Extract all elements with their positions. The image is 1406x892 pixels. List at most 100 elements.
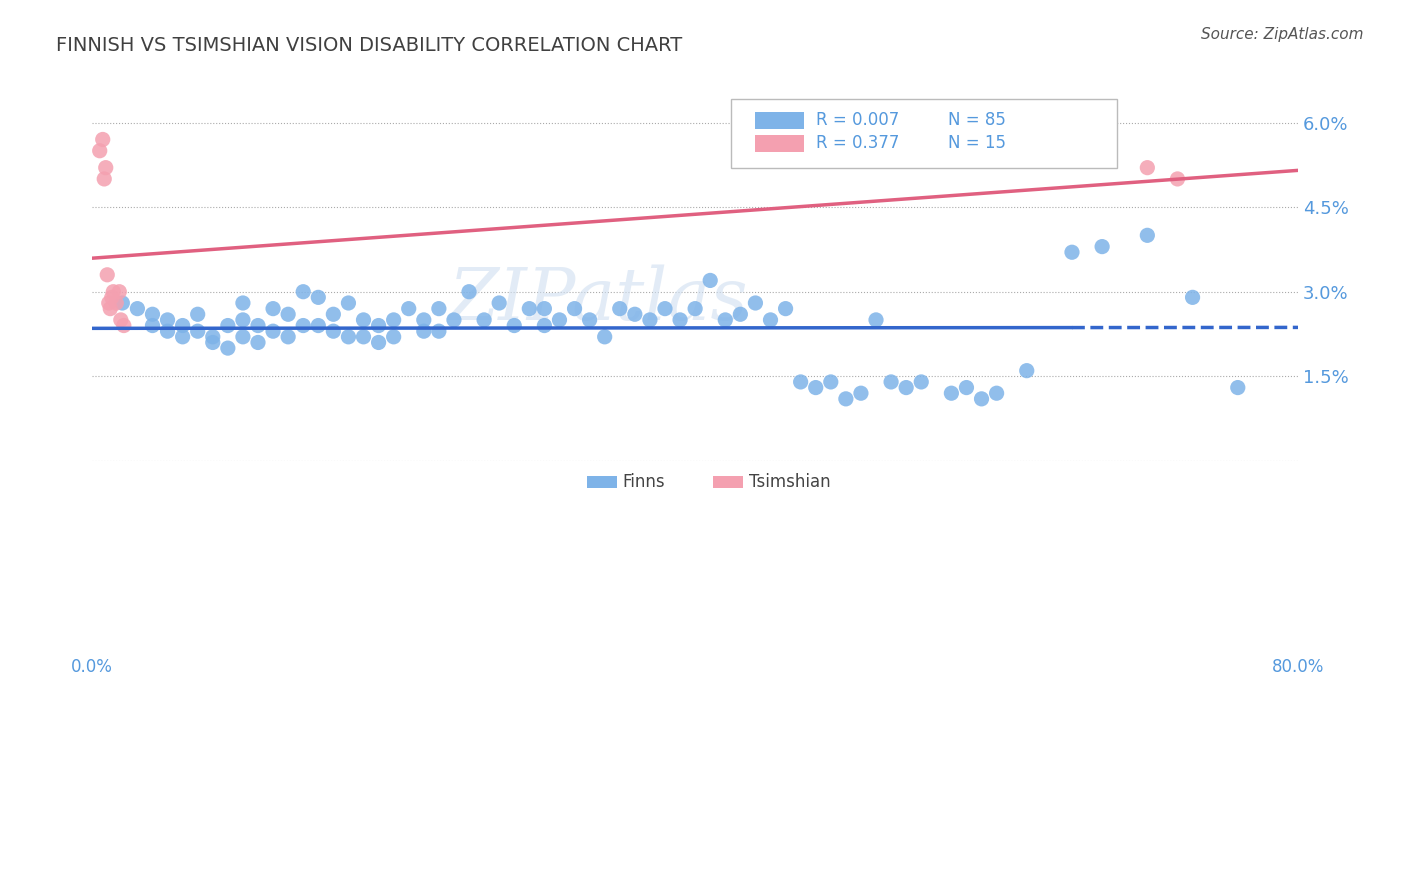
Point	[654, 301, 676, 316]
Point	[108, 285, 131, 299]
Point	[941, 386, 963, 401]
Point	[609, 301, 631, 316]
Point	[894, 381, 917, 395]
Point	[292, 285, 315, 299]
Point	[232, 296, 254, 310]
Point	[277, 307, 299, 321]
Text: Tsimshian: Tsimshian	[749, 473, 831, 491]
Point	[1136, 161, 1159, 175]
Point	[427, 324, 450, 338]
Point	[488, 296, 510, 310]
Point	[638, 313, 661, 327]
Point	[100, 290, 122, 304]
Point	[624, 307, 647, 321]
Point	[517, 301, 540, 316]
Point	[1166, 172, 1188, 186]
Point	[201, 335, 224, 350]
Point	[217, 318, 239, 333]
Text: 80.0%: 80.0%	[1272, 658, 1324, 676]
Point	[217, 341, 239, 355]
Point	[96, 268, 118, 282]
Bar	[755, 135, 804, 153]
Bar	[586, 476, 617, 488]
Point	[970, 392, 993, 406]
Point	[353, 330, 375, 344]
Bar	[755, 112, 804, 129]
Point	[322, 324, 344, 338]
Point	[307, 318, 329, 333]
Text: N = 15: N = 15	[949, 135, 1007, 153]
Point	[593, 330, 616, 344]
Point	[111, 296, 134, 310]
FancyBboxPatch shape	[731, 98, 1118, 168]
Point	[187, 307, 209, 321]
Point	[472, 313, 495, 327]
Point	[262, 324, 284, 338]
Point	[141, 307, 163, 321]
Point	[955, 381, 977, 395]
Point	[156, 324, 179, 338]
Point	[1136, 228, 1159, 243]
Text: Source: ZipAtlas.com: Source: ZipAtlas.com	[1201, 27, 1364, 42]
Point	[533, 301, 555, 316]
Point	[94, 161, 117, 175]
Point	[105, 296, 128, 310]
Point	[277, 330, 299, 344]
Point	[533, 318, 555, 333]
Text: 0.0%: 0.0%	[72, 658, 112, 676]
Point	[246, 318, 269, 333]
Point	[367, 335, 389, 350]
Point	[232, 313, 254, 327]
Point	[307, 290, 329, 304]
Point	[835, 392, 858, 406]
Point	[112, 318, 135, 333]
Point	[789, 375, 811, 389]
Point	[187, 324, 209, 338]
Point	[669, 313, 692, 327]
Point	[98, 301, 121, 316]
Point	[865, 313, 887, 327]
Point	[382, 313, 405, 327]
Point	[880, 375, 903, 389]
Point	[1181, 290, 1204, 304]
Point	[382, 330, 405, 344]
Point	[367, 318, 389, 333]
Text: FINNISH VS TSIMSHIAN VISION DISABILITY CORRELATION CHART: FINNISH VS TSIMSHIAN VISION DISABILITY C…	[56, 36, 682, 54]
Point	[775, 301, 797, 316]
Point	[353, 313, 375, 327]
Point	[1091, 239, 1114, 253]
Point	[1226, 381, 1249, 395]
Point	[804, 381, 827, 395]
Point	[246, 335, 269, 350]
Point	[910, 375, 932, 389]
Point	[443, 313, 465, 327]
Point	[714, 313, 737, 327]
Point	[322, 307, 344, 321]
Point	[232, 330, 254, 344]
Point	[744, 296, 766, 310]
Point	[1060, 245, 1083, 260]
Point	[141, 318, 163, 333]
Point	[849, 386, 872, 401]
Point	[986, 386, 1008, 401]
Point	[730, 307, 752, 321]
Point	[292, 318, 315, 333]
Point	[564, 301, 586, 316]
Point	[172, 330, 194, 344]
Point	[503, 318, 526, 333]
Point	[412, 313, 434, 327]
Point	[1015, 364, 1038, 378]
Point	[262, 301, 284, 316]
Point	[103, 285, 125, 299]
Point	[683, 301, 706, 316]
Bar	[713, 476, 744, 488]
Point	[156, 313, 179, 327]
Point	[412, 324, 434, 338]
Point	[820, 375, 842, 389]
Text: Finns: Finns	[623, 473, 665, 491]
Point	[93, 172, 115, 186]
Point	[548, 313, 571, 327]
Point	[458, 285, 481, 299]
Point	[91, 132, 114, 146]
Text: ZIPatlas: ZIPatlas	[449, 265, 748, 335]
